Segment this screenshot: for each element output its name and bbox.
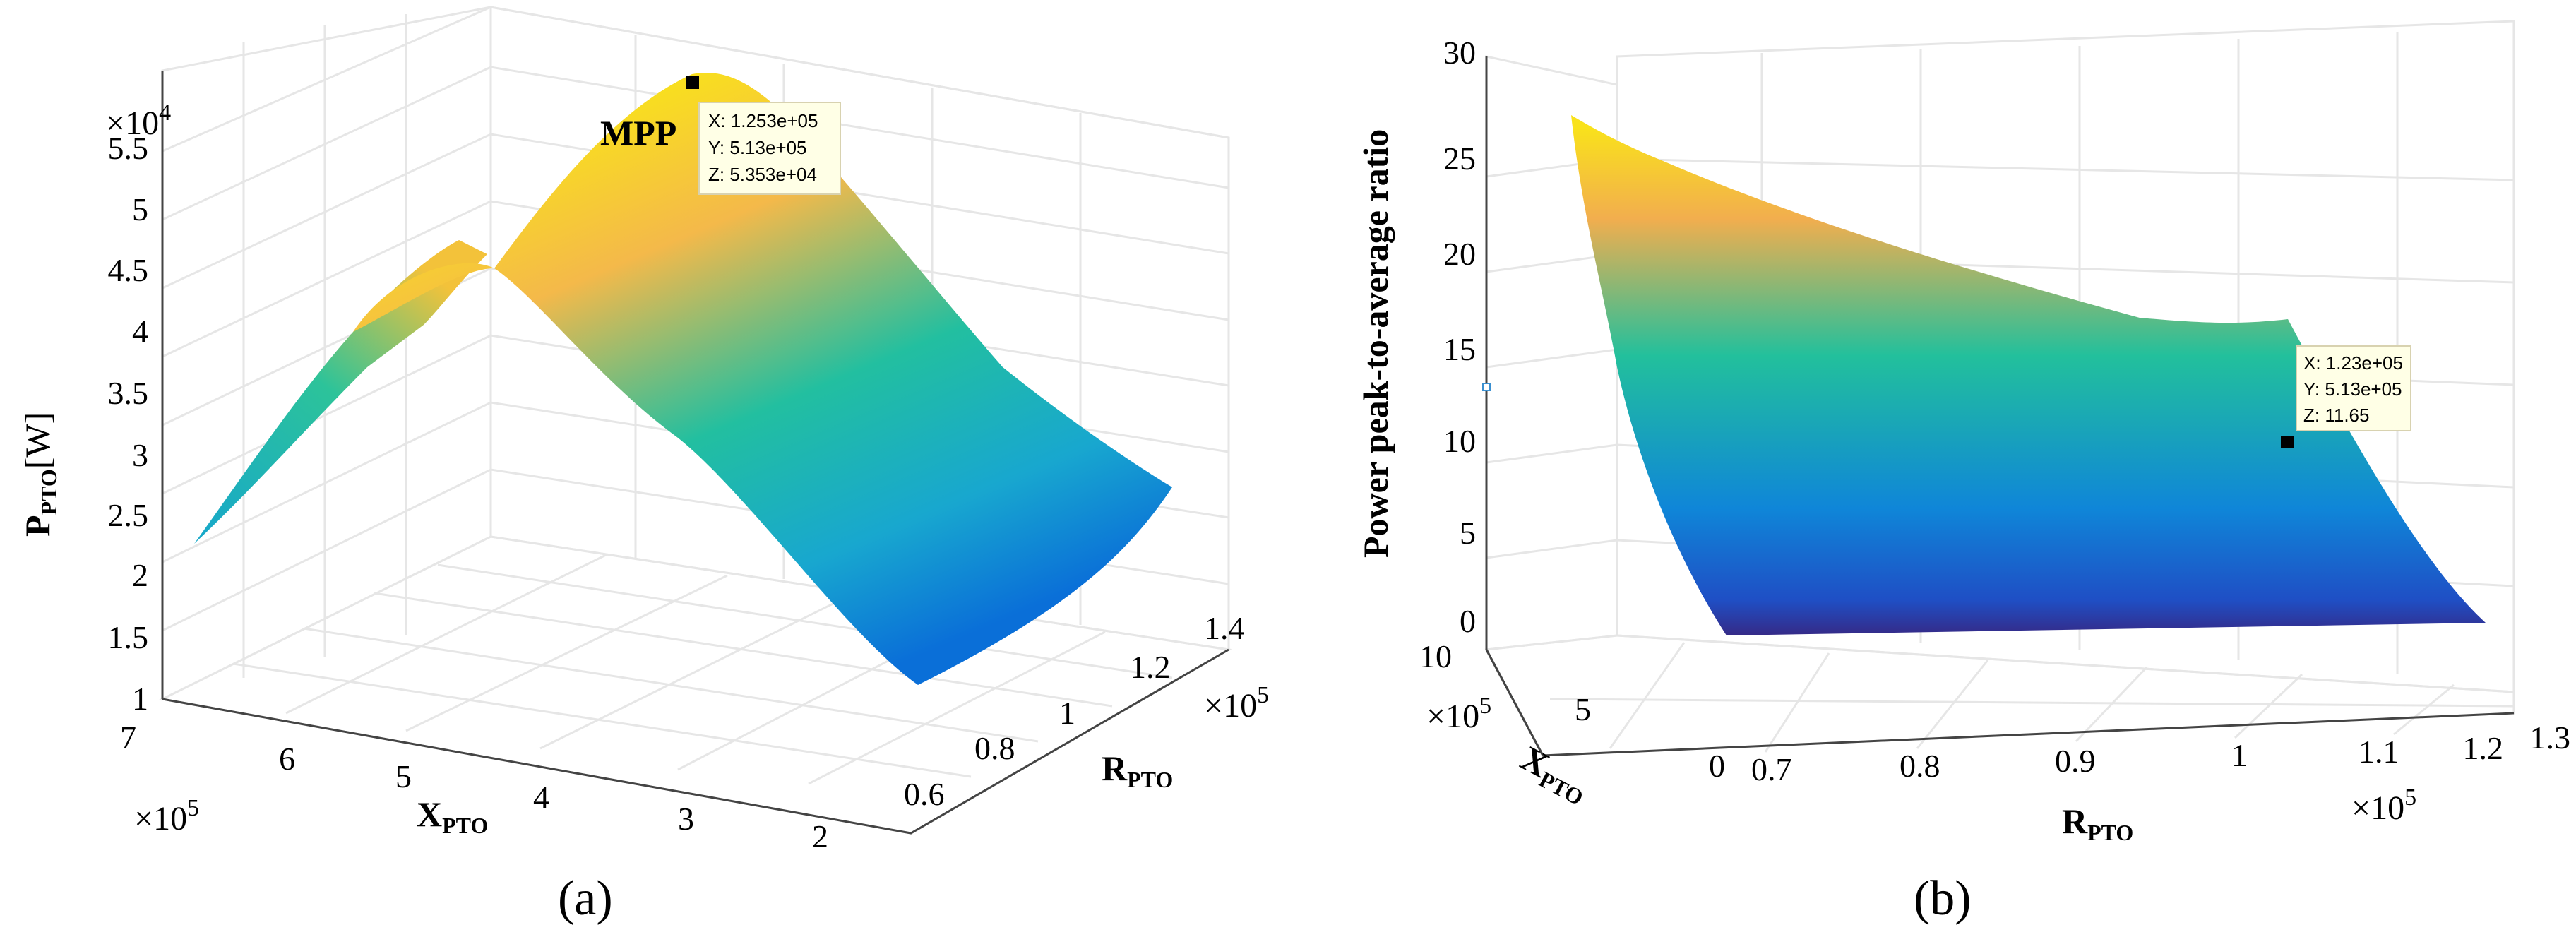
z-tick: 5 (132, 191, 148, 227)
z-multiplier: ×104 (106, 100, 171, 142)
panel-a-z-ticks: 1 1.5 2 2.5 3 3.5 4 4.5 5 5.5 (108, 130, 149, 717)
datatip-a-z: Z: 5.353e+04 (708, 164, 817, 185)
y-tick: 1.2 (2463, 730, 2504, 766)
z-tick: 5 (1460, 515, 1476, 551)
datatip-b-z: Z: 11.65 (2303, 405, 2369, 426)
panel-a-y-ticks: 0.6 0.8 1 1.2 1.4 (904, 610, 1245, 812)
y-tick: 1 (1059, 695, 1075, 731)
x-tick: 10 (1419, 638, 1452, 674)
z-tick: 25 (1443, 141, 1476, 177)
z-axis-label: Power peak-to-average ratio (1356, 129, 1395, 558)
x-tick: 5 (395, 758, 412, 794)
z-tick: 2 (132, 557, 148, 593)
y-tick: 0.9 (2055, 743, 2096, 779)
y-axis-label: RPTO (1102, 748, 1173, 792)
datatip-b-x: X: 1.23e+05 (2303, 352, 2403, 374)
z-tick: 20 (1443, 236, 1476, 272)
y-tick: 0.7 (1751, 751, 1792, 787)
datatip-a-y: Y: 5.13e+05 (708, 137, 807, 158)
x-tick: 7 (120, 720, 136, 756)
panel-b-surface (1571, 115, 2486, 635)
mpp-annotation: MPP (600, 113, 676, 153)
panel-a-surface (194, 72, 1172, 686)
surface-b (1571, 115, 2486, 635)
panel-b-axes (1485, 56, 2515, 757)
z-tick: 30 (1443, 35, 1476, 71)
panel-b-y-ticks: 0.7 0.8 0.9 1 1.1 1.2 1.3 (1751, 720, 2570, 787)
y-tick: 1 (2231, 737, 2248, 773)
mpp-marker[interactable] (686, 76, 699, 89)
panel-b-label: (b) (1914, 871, 1972, 926)
datatip-a-x: X: 1.253e+05 (708, 110, 818, 131)
z-tick: 1.5 (108, 619, 149, 655)
y-axis-label: RPTO (2062, 801, 2133, 845)
y-tick: 1.3 (2530, 720, 2571, 756)
y-multiplier: ×105 (1204, 682, 1269, 724)
y-tick: 0.6 (904, 776, 945, 812)
x-tick: 4 (533, 780, 549, 816)
datatip-b-y: Y: 5.13e+05 (2303, 378, 2402, 400)
x-tick: 5 (1575, 691, 1591, 727)
z-tick: 0 (1460, 603, 1476, 639)
x-tick: 0 (1709, 748, 1725, 784)
x-axis-label: XPTO (1513, 738, 1597, 810)
z-tick: 3.5 (108, 375, 149, 411)
x-tick: 2 (812, 818, 828, 854)
z-tick: 5.5 (108, 130, 149, 166)
z-tick: 2.5 (108, 497, 149, 533)
panel-a: 1 1.5 2 2.5 3 3.5 4 4.5 5 5.5 ×104 PPTO[… (18, 6, 1269, 926)
z-tick: 4.5 (108, 252, 149, 288)
panel-b-x-ticks: 10 5 0 (1419, 638, 1725, 784)
z-axis-label: PPTO[W] (18, 412, 61, 537)
y-multiplier: ×105 (2351, 784, 2416, 827)
surface-a-left-flap (194, 240, 487, 544)
datatip-b[interactable]: X: 1.23e+05 Y: 5.13e+05 Z: 11.65 (2296, 345, 2411, 431)
y-tick: 0.8 (1900, 748, 1940, 784)
datatip-a[interactable]: X: 1.253e+05 Y: 5.13e+05 Z: 5.353e+04 (698, 102, 841, 195)
x-tick: 6 (279, 741, 295, 777)
panel-a-label: (a) (558, 871, 613, 926)
z-tick: 4 (132, 314, 148, 350)
x-multiplier: ×105 (134, 795, 199, 837)
panel-b: 0 5 10 15 20 25 30 Power peak-to-average… (1356, 20, 2570, 926)
y-tick: 1.2 (1130, 649, 1171, 685)
marked-point[interactable] (2281, 436, 2294, 448)
y-tick: 1.1 (2359, 734, 2399, 770)
panel-a-x-ticks: 7 6 5 4 3 2 (120, 720, 828, 854)
surface-a-main (353, 72, 1172, 686)
x-tick: 3 (678, 801, 694, 837)
z-tick: 15 (1443, 331, 1476, 367)
z-tick: 3 (132, 437, 148, 473)
x-axis-label: XPTO (417, 794, 488, 838)
y-tick: 0.8 (974, 730, 1015, 766)
x-multiplier: ×105 (1426, 693, 1491, 735)
z-tick: 10 (1443, 423, 1476, 459)
panel-a-axes (161, 71, 1229, 835)
z-tick: 1 (132, 681, 148, 717)
panel-b-z-ticks: 0 5 10 15 20 25 30 (1443, 35, 1476, 639)
axis-marker (1482, 383, 1491, 391)
y-tick: 1.4 (1204, 610, 1245, 646)
